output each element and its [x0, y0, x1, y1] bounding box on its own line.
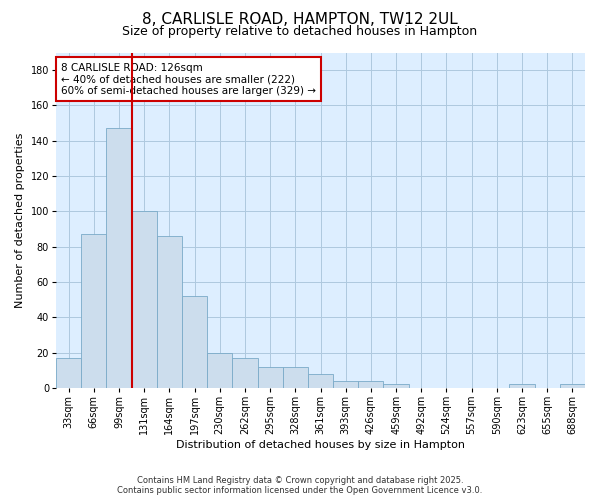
Bar: [182, 296, 207, 388]
Bar: [283, 367, 308, 388]
Text: Size of property relative to detached houses in Hampton: Size of property relative to detached ho…: [122, 25, 478, 38]
Text: 8, CARLISLE ROAD, HAMPTON, TW12 2UL: 8, CARLISLE ROAD, HAMPTON, TW12 2UL: [142, 12, 458, 28]
Text: Contains HM Land Registry data © Crown copyright and database right 2025.
Contai: Contains HM Land Registry data © Crown c…: [118, 476, 482, 495]
Bar: [232, 358, 257, 388]
Bar: [509, 384, 535, 388]
Bar: [333, 381, 358, 388]
Bar: [207, 352, 232, 388]
Bar: [157, 236, 182, 388]
Y-axis label: Number of detached properties: Number of detached properties: [15, 132, 25, 308]
Bar: [106, 128, 131, 388]
Bar: [131, 212, 157, 388]
Text: 8 CARLISLE ROAD: 126sqm
← 40% of detached houses are smaller (222)
60% of semi-d: 8 CARLISLE ROAD: 126sqm ← 40% of detache…: [61, 62, 316, 96]
Bar: [257, 367, 283, 388]
Bar: [308, 374, 333, 388]
Bar: [56, 358, 81, 388]
Bar: [560, 384, 585, 388]
X-axis label: Distribution of detached houses by size in Hampton: Distribution of detached houses by size …: [176, 440, 465, 450]
Bar: [358, 381, 383, 388]
Bar: [383, 384, 409, 388]
Bar: [81, 234, 106, 388]
